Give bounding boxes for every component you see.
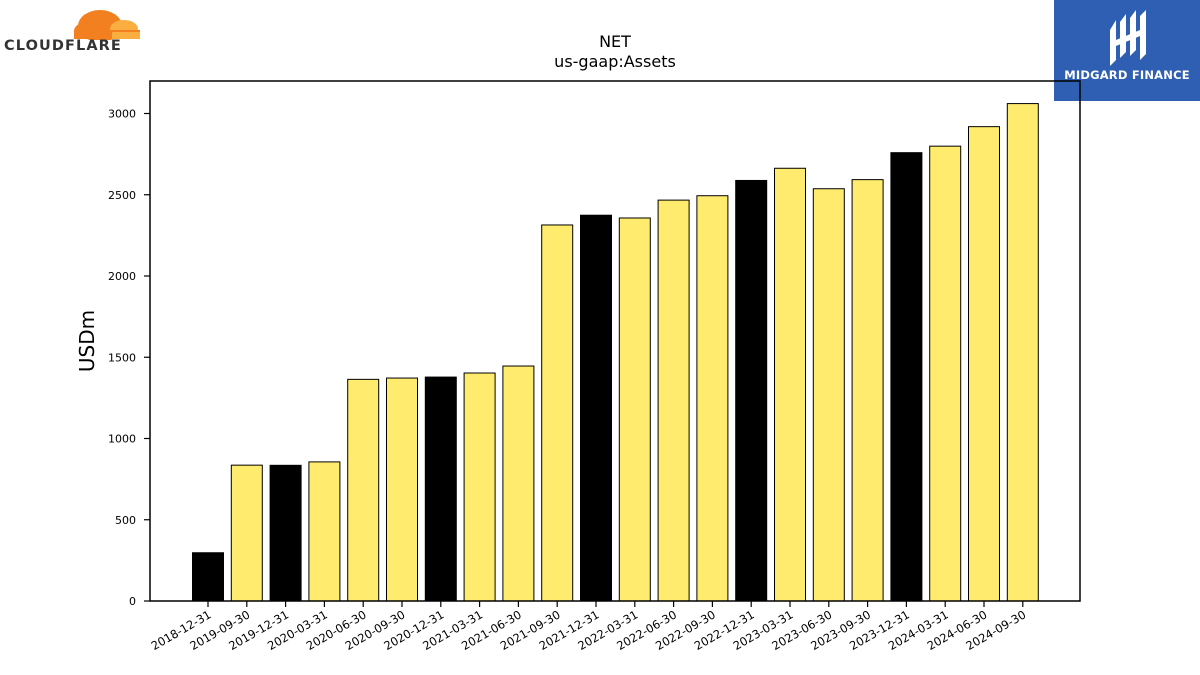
bar-2020-03-31: [308, 461, 341, 602]
bar-2021-06-30: [502, 365, 535, 602]
bar-2023-09-30: [851, 179, 884, 602]
chart-title: NET: [599, 32, 631, 51]
y-axis: 0 500 1000 1500 2000 2500 3000: [108, 108, 150, 608]
bar-2021-12-31: [580, 214, 612, 602]
bar-2019-09-30: [230, 464, 263, 602]
bar-2023-03-31: [774, 167, 806, 602]
bar-2024-09-30: [1006, 103, 1039, 602]
y-tick-label: 1000: [108, 433, 136, 446]
y-tick-label: 2500: [108, 189, 136, 202]
bar-2020-12-31: [424, 376, 457, 602]
chart-subtitle: us-gaap:Assets: [554, 52, 676, 71]
y-tick-label: 1500: [108, 351, 136, 364]
x-axis: 2018-12-312019-09-302019-12-312020-03-31…: [149, 601, 1028, 653]
bar-2020-06-30: [347, 378, 380, 602]
bar-2021-03-31: [463, 372, 496, 602]
bar-2022-09-30: [696, 195, 729, 602]
midgard-finance-logo-text: MIDGARD FINANCE: [1064, 68, 1190, 82]
y-tick-label: 3000: [108, 108, 136, 121]
cloud-icon: [74, 10, 140, 42]
bar-2022-12-31: [735, 179, 768, 602]
y-tick-label: 500: [115, 514, 136, 527]
midgard-finance-logo: MIDGARD FINANCE: [1054, 0, 1200, 101]
cloudflare-logo: CLOUDFLARE: [4, 4, 146, 54]
bar-2022-03-31: [618, 217, 651, 602]
midgard-mark-icon: [1110, 10, 1146, 66]
bar-2018-12-31: [192, 552, 224, 602]
cloudflare-logo-text: CLOUDFLARE: [4, 38, 122, 54]
bars-group: [192, 103, 1039, 602]
plot-frame: [149, 80, 1081, 602]
bar-2024-06-30: [968, 126, 1000, 602]
bar-2023-06-30: [812, 188, 845, 602]
bar-2023-12-31: [890, 152, 923, 602]
bar-2019-12-31: [269, 464, 302, 602]
bar-2021-09-30: [541, 224, 574, 602]
y-axis-label: USDm: [75, 310, 99, 372]
y-tick-label: 0: [129, 595, 136, 608]
bar-2024-03-31: [929, 145, 962, 602]
bar-2020-09-30: [386, 377, 418, 602]
bar-2022-06-30: [657, 199, 690, 602]
y-tick-label: 2000: [108, 270, 136, 283]
